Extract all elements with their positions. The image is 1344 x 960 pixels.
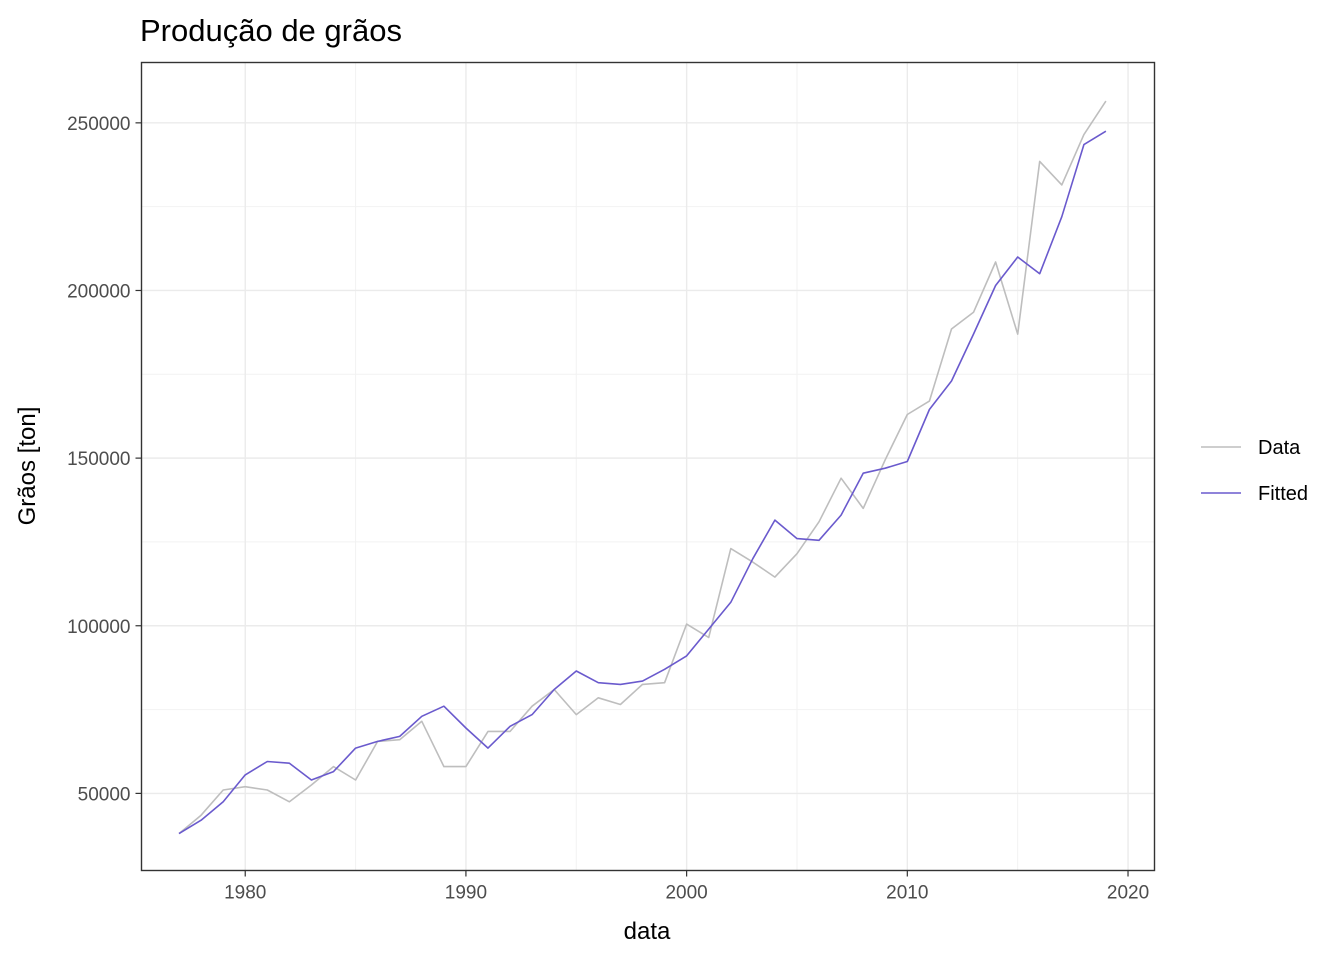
legend: Data Fitted [1201,437,1308,505]
x-axis-title: data [624,918,671,945]
y-tick-label: 200000 [67,281,130,302]
y-tick-label: 250000 [67,114,130,135]
x-tick-label: 1990 [445,883,487,904]
x-tick-label: 1980 [224,883,266,904]
series-line-fitted [178,130,1107,835]
y-axis-title: Grãos [ton] [14,407,41,526]
grid-major [141,62,1155,871]
series-layer [178,100,1107,835]
y-tick-label: 50000 [78,784,131,805]
y-tick-label: 150000 [67,449,130,470]
x-tick-label: 2010 [886,883,928,904]
plot-border [140,61,1156,872]
series-line-data [178,100,1107,835]
x-tick-label: 2000 [665,883,707,904]
grid-minor [141,62,1155,871]
plot-panel [141,62,1155,871]
chart-title: Produção de grãos [140,13,402,48]
y-tick-label: 100000 [67,617,130,638]
x-tick-label: 2020 [1107,883,1149,904]
legend-label-fitted: Fitted [1258,483,1308,505]
y-axis: 50000 100000 150000 200000 250000 [67,114,142,805]
x-axis: 1980 1990 2000 2010 2020 [224,870,1149,904]
legend-label-data: Data [1258,437,1301,459]
